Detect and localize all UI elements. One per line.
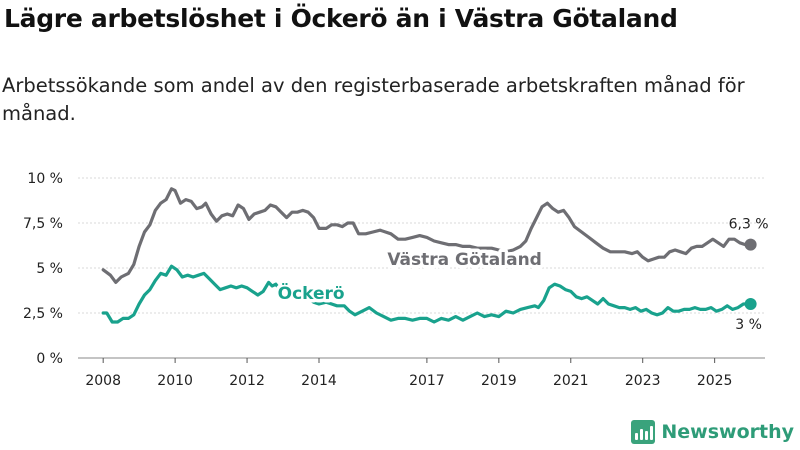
x-tick-label: 2023: [625, 373, 661, 389]
newsworthy-logo: Newsworthy: [631, 420, 794, 444]
series-end-dot-0: [744, 238, 757, 251]
x-axis: 2008 2010 2012 2014 2017 2019 2021 2023 2025: [85, 358, 732, 389]
x-tick-label: 2019: [481, 373, 517, 389]
x-tick-label: 2010: [157, 373, 193, 389]
series-name-label-1: Öckerö: [278, 282, 345, 304]
x-tick-label: 2017: [409, 373, 445, 389]
series-end-label-1: 3 %: [735, 317, 762, 333]
series-line-1: [101, 264, 753, 324]
bar-chart-icon: [631, 420, 656, 444]
x-tick-label: 2014: [301, 373, 337, 389]
y-tick-label: 0 %: [36, 351, 63, 367]
y-axis: 0 % 2,5 % 5 % 7,5 % 10 %: [23, 171, 63, 367]
y-tick-label: 10 %: [27, 171, 63, 187]
series-line-0: [101, 187, 753, 284]
x-tick-label: 2021: [553, 373, 589, 389]
x-tick-label: 2012: [229, 373, 265, 389]
chart-title: Lägre arbetslöshet i Öckerö än i Västra …: [4, 4, 678, 33]
y-tick-label: 2,5 %: [23, 306, 63, 322]
y-tick-label: 5 %: [36, 261, 63, 277]
series-name-label-0: Västra Götaland: [387, 250, 542, 270]
y-tick-label: 7,5 %: [23, 216, 63, 232]
series-end-dot-1: [744, 298, 757, 310]
series-labels: 6,3 % 3 % Västra Götaland Öckerö: [274, 217, 769, 333]
x-tick-label: 2025: [697, 373, 733, 389]
chart-subtitle: Arbetssökande som andel av den registerb…: [2, 74, 745, 125]
brand-name: Newsworthy: [661, 421, 794, 443]
x-tick-label: 2008: [85, 373, 121, 389]
series-lines: [101, 187, 757, 324]
series-end-label-0: 6,3 %: [729, 217, 769, 233]
